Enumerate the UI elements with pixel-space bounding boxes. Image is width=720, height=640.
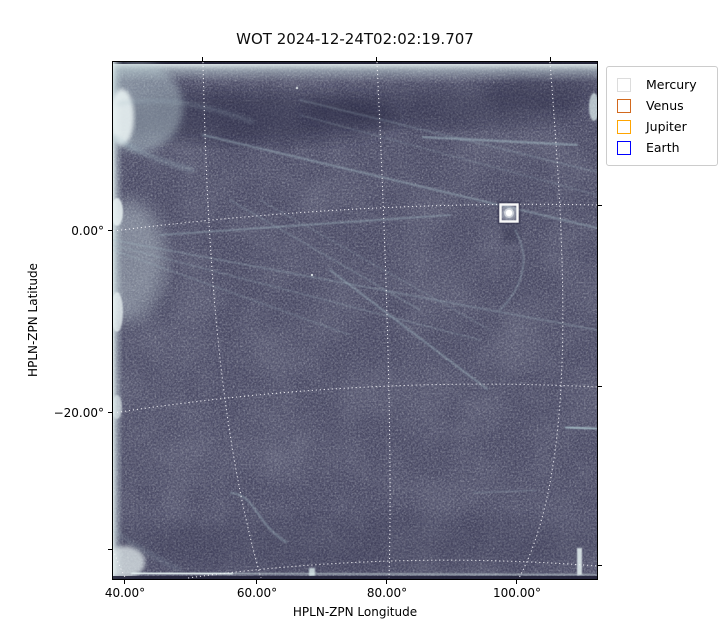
legend-label-jupiter: Jupiter	[646, 119, 687, 134]
x-tick-label: 100.00°	[493, 586, 541, 600]
legend-label-earth: Earth	[646, 140, 680, 155]
gridline-lat-minus20	[113, 383, 597, 414]
x-tick-label: 60.00°	[236, 586, 278, 600]
mercury-swatch-icon	[617, 77, 631, 92]
x-tick-label: 80.00°	[366, 586, 408, 600]
x-tick-mark	[386, 580, 388, 584]
gridline-lat-minus40	[187, 559, 597, 579]
gridline-lon-60	[202, 62, 262, 579]
right-tick-mark	[598, 386, 602, 388]
y-tick-label: −20.00°	[53, 406, 104, 420]
venus-swatch-icon	[617, 98, 631, 113]
right-tick-mark	[598, 205, 602, 207]
jupiter-swatch-icon	[617, 119, 631, 134]
y-tick-mark	[108, 412, 112, 414]
gridline-lat-0	[113, 203, 597, 232]
y-tick-mark	[108, 549, 112, 551]
x-tick-mark	[256, 580, 258, 584]
right-tick-mark	[598, 565, 602, 567]
legend-item-earth: Earth	[615, 137, 709, 158]
legend: Mercury Venus Jupiter Earth	[606, 66, 718, 166]
sky-image	[113, 62, 597, 579]
gridline-lon-40	[113, 549, 126, 579]
bright-edges	[113, 62, 597, 579]
legend-label-mercury: Mercury	[646, 77, 697, 92]
y-tick-label: 0.00°	[71, 224, 104, 238]
legend-item-venus: Venus	[615, 95, 709, 116]
coordinate-grid	[113, 62, 597, 579]
noise-background	[113, 62, 597, 579]
x-tick-mark	[124, 580, 126, 584]
x-axis-label: HPLN-ZPN Longitude	[292, 605, 418, 619]
streaks	[113, 86, 597, 571]
y-axis-label: HPLN-ZPN Latitude	[26, 263, 40, 377]
earth-swatch-icon	[617, 140, 631, 155]
legend-label-venus: Venus	[646, 98, 684, 113]
x-tick-label: 40.00°	[104, 586, 146, 600]
gridline-lon-80	[376, 62, 391, 579]
legend-item-jupiter: Jupiter	[615, 116, 709, 137]
x-tick-mark	[516, 580, 518, 584]
mercury-marker	[497, 201, 521, 225]
top-tick-mark	[202, 57, 204, 61]
plot-title: WOT 2024-12-24T02:02:19.707	[236, 30, 474, 48]
legend-item-mercury: Mercury	[615, 74, 709, 95]
top-tick-mark	[550, 57, 552, 61]
plot-area	[112, 61, 598, 580]
top-tick-mark	[376, 57, 378, 61]
y-tick-mark	[108, 230, 112, 232]
